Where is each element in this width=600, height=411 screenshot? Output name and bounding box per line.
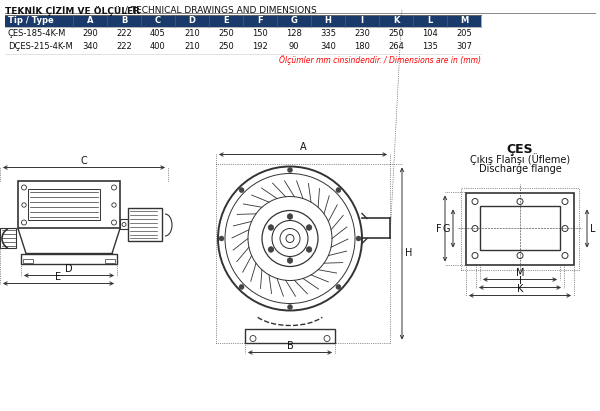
Text: TEKNİK ÇİZİM VE ÖLÇÜLER: TEKNİK ÇİZİM VE ÖLÇÜLER xyxy=(5,6,140,16)
Text: 290: 290 xyxy=(82,29,98,38)
Circle shape xyxy=(306,225,312,230)
Text: 222: 222 xyxy=(116,29,132,38)
Text: C: C xyxy=(155,16,161,25)
Text: 340: 340 xyxy=(82,42,98,51)
Bar xyxy=(0,229,16,249)
Text: 264: 264 xyxy=(388,42,404,51)
Circle shape xyxy=(287,258,293,263)
Text: ÇES: ÇES xyxy=(506,143,533,156)
Text: 205: 205 xyxy=(456,29,472,38)
Text: 250: 250 xyxy=(218,42,234,51)
Text: I: I xyxy=(361,16,364,25)
Text: K: K xyxy=(393,16,399,25)
Text: 335: 335 xyxy=(320,29,336,38)
Text: 150: 150 xyxy=(252,29,268,38)
Bar xyxy=(28,189,100,220)
Circle shape xyxy=(287,305,293,309)
Circle shape xyxy=(239,187,244,193)
Text: G: G xyxy=(290,16,298,25)
Text: L: L xyxy=(427,16,433,25)
Text: I: I xyxy=(518,275,521,286)
Text: DÇES-215-4K-M: DÇES-215-4K-M xyxy=(8,42,73,51)
Text: E: E xyxy=(55,272,62,282)
Text: 405: 405 xyxy=(150,29,166,38)
Bar xyxy=(105,259,115,263)
Text: 104: 104 xyxy=(422,29,438,38)
Text: Ölçümler mm cinsindendir. / Dimensions are in (mm): Ölçümler mm cinsindendir. / Dimensions a… xyxy=(279,55,481,65)
Text: L: L xyxy=(590,224,595,233)
Text: F: F xyxy=(257,16,263,25)
Text: A: A xyxy=(87,16,93,25)
Text: 222: 222 xyxy=(116,42,132,51)
Text: 230: 230 xyxy=(354,29,370,38)
Bar xyxy=(21,254,117,263)
Bar xyxy=(18,182,120,229)
Bar xyxy=(480,206,560,250)
Text: D: D xyxy=(188,16,196,25)
Circle shape xyxy=(356,236,361,241)
Bar xyxy=(466,192,574,265)
Text: A: A xyxy=(299,143,307,152)
Circle shape xyxy=(268,225,274,230)
Circle shape xyxy=(287,214,293,219)
Text: 250: 250 xyxy=(388,29,404,38)
Text: F: F xyxy=(436,224,442,233)
Text: 192: 192 xyxy=(252,42,268,51)
Bar xyxy=(23,259,33,263)
Bar xyxy=(5,15,481,27)
Circle shape xyxy=(306,247,312,252)
Bar xyxy=(461,187,579,270)
Circle shape xyxy=(268,247,274,252)
Text: 400: 400 xyxy=(150,42,166,51)
Text: 210: 210 xyxy=(184,29,200,38)
Text: D: D xyxy=(65,263,73,273)
Text: 250: 250 xyxy=(218,29,234,38)
Text: M: M xyxy=(460,16,468,25)
Text: 210: 210 xyxy=(184,42,200,51)
Text: M: M xyxy=(516,268,524,277)
Text: H: H xyxy=(325,16,331,25)
Text: 128: 128 xyxy=(286,29,302,38)
Circle shape xyxy=(239,284,244,289)
Text: Tip / Type: Tip / Type xyxy=(8,16,54,25)
Text: 340: 340 xyxy=(320,42,336,51)
Text: 90: 90 xyxy=(289,42,299,51)
Text: / TECHNICAL DRAWINGS AND DIMENSIONS: / TECHNICAL DRAWINGS AND DIMENSIONS xyxy=(122,6,317,15)
Text: E: E xyxy=(223,16,229,25)
Bar xyxy=(128,208,162,242)
Bar xyxy=(120,219,128,229)
Text: Çıkış Flanşı (Üfleme): Çıkış Flanşı (Üfleme) xyxy=(470,154,570,166)
Text: Discharge flange: Discharge flange xyxy=(479,164,562,173)
Text: K: K xyxy=(517,284,523,293)
Text: G: G xyxy=(443,224,450,233)
Text: 135: 135 xyxy=(422,42,438,51)
Text: C: C xyxy=(80,155,88,166)
Circle shape xyxy=(336,187,341,193)
Circle shape xyxy=(219,236,224,241)
Bar xyxy=(245,328,335,342)
Text: B: B xyxy=(121,16,127,25)
Text: B: B xyxy=(287,340,293,351)
Text: ÇES-185-4K-M: ÇES-185-4K-M xyxy=(8,29,67,38)
Text: 307: 307 xyxy=(456,42,472,51)
Text: 180: 180 xyxy=(354,42,370,51)
Text: H: H xyxy=(405,249,412,259)
Circle shape xyxy=(287,168,293,173)
Circle shape xyxy=(336,284,341,289)
